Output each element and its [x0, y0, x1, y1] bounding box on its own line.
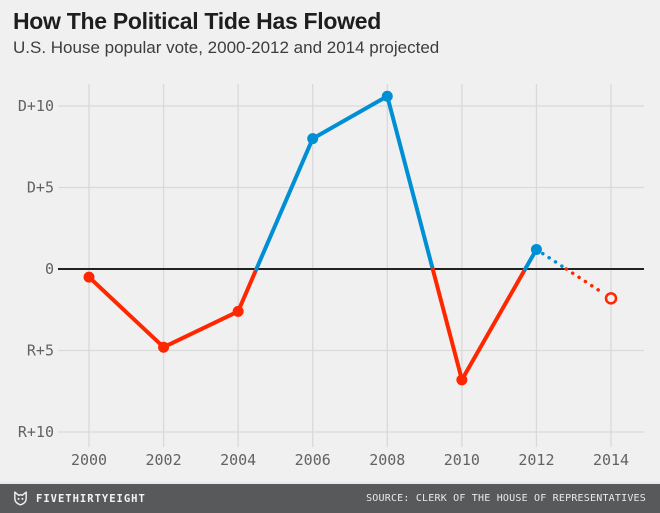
source-credit: SOURCE: CLERK OF THE HOUSE OF REPRESENTA…	[366, 493, 646, 504]
projected-line-republican	[564, 267, 606, 296]
x-tick-label: 2000	[71, 451, 107, 469]
y-tick-label: 0	[45, 260, 54, 278]
data-point	[307, 133, 319, 145]
footer-bar: FIVETHIRTYEIGHT SOURCE: CLERK OF THE HOU…	[0, 482, 660, 513]
x-tick-label: 2008	[369, 451, 405, 469]
fivethirtyeight-fox-icon	[12, 490, 29, 507]
line-chart: D+10 D+5 0 R+5 R+10 2000 2002 2004 2006 2008 2010 2…	[18, 84, 644, 469]
y-tick-label: D+10	[18, 97, 54, 115]
x-tick-label: 2002	[146, 451, 182, 469]
data-point	[83, 271, 95, 283]
brand-name: FIVETHIRTYEIGHT	[36, 492, 146, 505]
x-tick-label: 2004	[220, 451, 256, 469]
projected-line-democrat	[534, 247, 569, 271]
series-line-democrat	[254, 94, 435, 271]
projected-data-point	[604, 292, 618, 305]
x-tick-label: 2012	[518, 451, 554, 469]
x-tick-label: 2006	[295, 451, 331, 469]
data-point	[158, 341, 170, 353]
chart-header: How The Political Tide Has Flowed U.S. H…	[13, 8, 647, 59]
y-tick-label: D+5	[27, 179, 54, 197]
chart-subtitle: U.S. House popular vote, 2000-2012 and 2…	[13, 38, 440, 58]
data-point	[381, 90, 393, 102]
data-point	[530, 243, 542, 255]
y-tick-label: R+5	[27, 342, 54, 360]
data-point	[456, 374, 468, 386]
brand-wrap: FIVETHIRTYEIGHT	[12, 490, 146, 507]
data-point	[232, 305, 244, 317]
y-tick-label: R+10	[18, 423, 54, 441]
chart-title: How The Political Tide Has Flowed	[13, 8, 381, 34]
series-line-republican	[87, 267, 259, 350]
x-tick-label: 2010	[444, 451, 480, 469]
series-line-republican	[430, 267, 528, 382]
x-tick-label: 2014	[593, 451, 629, 469]
